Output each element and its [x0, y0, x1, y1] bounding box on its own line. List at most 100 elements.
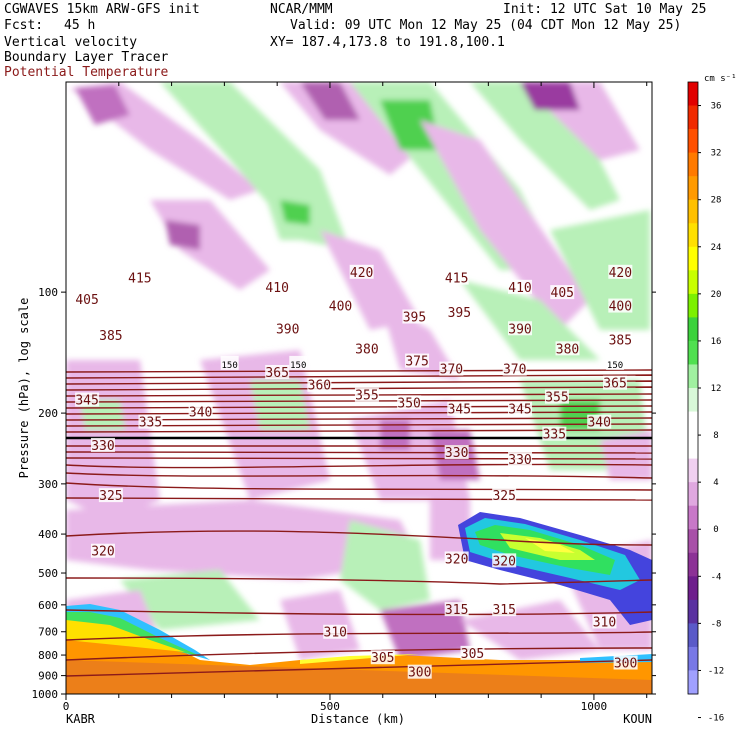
theta-label-bg [587, 414, 612, 429]
theta-label: 380 [355, 342, 378, 357]
colorbar-swatch [688, 340, 698, 365]
theta-label-bg [555, 341, 580, 356]
theta-label-bg [508, 451, 533, 466]
theta-label-bg [603, 375, 628, 390]
colorbar-label: 0 [713, 525, 718, 535]
theta-label: 405 [551, 286, 574, 301]
y-tick-label: 700 [38, 626, 58, 639]
theta-label-bg [323, 624, 348, 639]
plot-area: 415 420 415 420 405 410 400 410 405 400 385 390 395 3… [66, 82, 652, 694]
colorbar-swatch [688, 646, 698, 671]
field-vertical-velocity: Vertical velocity [4, 35, 138, 50]
valid-time: Valid: 09 UTC Mon 12 May 25 (04 CDT Mon … [290, 18, 682, 33]
x-axis: 0 500 1000 [63, 82, 648, 713]
y-tick-label: 100 [38, 286, 58, 299]
theta-label-bg [550, 285, 575, 300]
theta-label-bg [492, 553, 517, 568]
x-axis-label: Distance (km) [311, 712, 405, 726]
theta-label-bg [460, 645, 485, 660]
theta-label: 300 [408, 666, 431, 681]
theta-label-bg [405, 353, 430, 368]
theta-label: 305 [461, 647, 484, 662]
x-tick-label: 0 [63, 700, 70, 713]
theta-label-bg [265, 279, 290, 294]
theta-label-bg [354, 341, 379, 356]
theta-label-bg [447, 304, 472, 319]
colorbar-swatch [688, 152, 698, 177]
y-tick-label: 400 [38, 528, 58, 541]
theta-label: 365 [603, 377, 626, 392]
theta-label-bg [138, 414, 163, 429]
colorbar-swatch [688, 670, 698, 695]
colorbar-label: 28 [711, 196, 722, 206]
theta-label-bg [397, 395, 422, 410]
colorbar-swatch [688, 293, 698, 318]
y-tick-label: 600 [38, 599, 58, 612]
theta-label: 345 [75, 393, 98, 408]
theta-label-bg [606, 355, 625, 370]
colorbar-swatch [688, 246, 698, 271]
theta-label: 395 [448, 306, 471, 321]
theta-label: 330 [508, 453, 531, 468]
theta-label-bg [439, 361, 464, 376]
theta-label: 385 [99, 329, 122, 344]
colorbar-swatch [688, 129, 698, 154]
theta-label-bg [444, 445, 469, 460]
theta-label: 150 [290, 361, 306, 371]
colorbar-swatch [688, 199, 698, 224]
colorbar-label: -12 [708, 666, 724, 676]
colorbar-label: -8 [711, 619, 722, 629]
theta-label-bg [90, 437, 115, 452]
xy-coords: XY= 187.4,173.8 to 191.8,100.1 [270, 35, 505, 50]
theta-label: 370 [440, 363, 463, 378]
colorbar-swatch [688, 576, 698, 601]
colorbar-label: -16 [708, 714, 724, 724]
theta-label: 320 [492, 554, 515, 569]
theta-label: 410 [265, 281, 288, 296]
theta-label: 150 [607, 361, 623, 371]
theta-label-bg [328, 298, 353, 313]
org-label: NCAR/MMM [270, 2, 333, 17]
colorbar-swatch [688, 223, 698, 248]
theta-label: 420 [609, 266, 632, 281]
theta-label-bg [613, 655, 638, 670]
theta-label: 315 [492, 603, 515, 618]
theta-label-bg [544, 389, 569, 404]
colorbar-swatch [688, 388, 698, 413]
colorbar-swatch [688, 505, 698, 530]
colorbar-swatch [688, 82, 698, 107]
colorbar-swatch [688, 599, 698, 624]
theta-label-bg [90, 543, 115, 558]
theta-label-bg [349, 264, 374, 279]
theta-label: 315 [445, 603, 468, 618]
theta-label: 320 [445, 552, 468, 567]
theta-label-bg [508, 401, 533, 416]
theta-label: 420 [350, 266, 373, 281]
theta-label: 310 [324, 626, 347, 641]
theta-label-bg [75, 392, 100, 407]
theta-label-bg [75, 291, 100, 306]
theta-label-bg [608, 298, 633, 313]
theta-label-bg [592, 614, 617, 629]
theta-label-bg [98, 328, 123, 343]
colorbar-unit: cm s⁻¹ [704, 74, 737, 84]
colorbar-swatch [688, 482, 698, 507]
theta-label: 300 [614, 657, 637, 672]
theta-label: 415 [445, 272, 468, 287]
y-axis-label: Pressure (hPa), log scale [17, 298, 31, 479]
theta-label-bg [502, 361, 527, 376]
x-tick-label: 500 [320, 700, 340, 713]
theta-label: 330 [91, 439, 114, 454]
theta-label: 400 [609, 300, 632, 315]
theta-label-bg [188, 404, 213, 419]
theta-label: 400 [329, 300, 352, 315]
theta-label: 330 [445, 446, 468, 461]
theta-label: 305 [371, 651, 394, 666]
theta-label-bg [370, 650, 395, 665]
theta-label: 385 [609, 333, 632, 348]
colorbar-label: 20 [711, 290, 722, 300]
y-axis: 100 200 300 400 500 600 700 800 900 1000 [32, 286, 656, 701]
y-tick-label: 200 [38, 407, 58, 420]
